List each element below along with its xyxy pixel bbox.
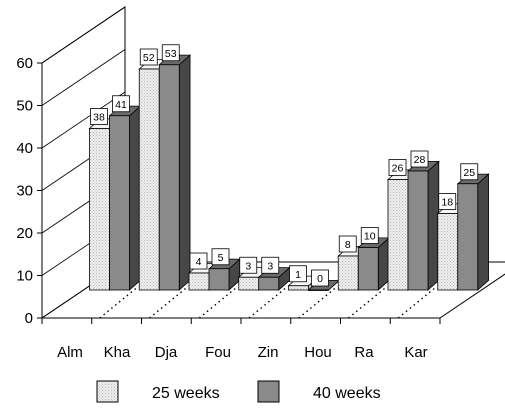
- data-label: 41: [115, 99, 127, 111]
- data-label: 1: [295, 269, 301, 281]
- y-gridline-side: [41, 49, 126, 106]
- data-label-box: [438, 193, 457, 210]
- data-label-box: [239, 256, 258, 274]
- data-label-box: [338, 235, 357, 253]
- bar-side: [129, 105, 141, 291]
- legend-item: 25 weeks: [96, 380, 220, 403]
- x-tick-label: Dja: [155, 344, 178, 361]
- legend-label: 40 weeks: [313, 385, 381, 402]
- floor-divider: [348, 286, 387, 319]
- bar-front: [337, 255, 359, 291]
- x-tick-label: Kha: [104, 344, 131, 361]
- x-axis: Alm Kha Dja Fou Zin Hou Ra Kar: [41, 318, 441, 361]
- bar-front: [89, 128, 110, 291]
- data-label-box: [90, 108, 108, 125]
- data-label-box: [311, 269, 329, 287]
- bar-front: [457, 183, 479, 291]
- bar-front: [357, 247, 379, 291]
- data-label: 52: [143, 52, 155, 64]
- y-tick-label: 40: [16, 140, 33, 157]
- x-tick-label: Fou: [205, 344, 231, 361]
- bar-series2: 3: [257, 256, 291, 291]
- x-tick-label: Ra: [354, 344, 374, 361]
- data-label-box: [410, 150, 429, 168]
- legend: 25 weeks 40 weeks: [96, 380, 381, 403]
- y-tick-label: 10: [16, 268, 33, 285]
- data-label-box: [161, 44, 180, 62]
- y-gridline-side: [41, 6, 126, 64]
- floor-divider: [397, 286, 437, 319]
- bar-side: [178, 54, 191, 291]
- bar-front: [437, 213, 459, 291]
- floor-divider: [298, 286, 337, 319]
- x-tick-label: Alm: [57, 344, 83, 361]
- bar-front: [288, 285, 309, 291]
- legend-item: 40 weeks: [257, 380, 381, 403]
- y-tick-label: 30: [16, 183, 33, 200]
- y-axis: 0 10 20 30 40 50 60: [16, 6, 126, 327]
- bar-series2: 25: [456, 163, 490, 291]
- bar-front: [138, 68, 160, 291]
- data-label-box: [189, 252, 208, 270]
- data-label: 0: [317, 273, 323, 285]
- bar-front: [188, 272, 210, 291]
- bar-series2: 28: [406, 150, 440, 291]
- data-label-box: [388, 159, 407, 176]
- data-label-box: [211, 248, 230, 266]
- bar-front: [109, 115, 130, 291]
- data-label-box: [460, 163, 479, 181]
- bar-front: [308, 289, 329, 291]
- bar-front: [258, 276, 280, 291]
- x-tick-label: Kar: [404, 344, 427, 361]
- data-label: 26: [392, 163, 404, 175]
- data-label-box: [139, 48, 158, 66]
- floor-divider: [198, 286, 238, 319]
- data-label: 53: [165, 48, 177, 60]
- bar-front: [407, 170, 429, 291]
- data-label: 18: [441, 197, 453, 209]
- data-label: 5: [218, 252, 224, 264]
- y-tick-label: 60: [16, 55, 33, 72]
- data-label: 8: [345, 239, 351, 251]
- floor-divider: [99, 286, 138, 319]
- data-label: 3: [245, 260, 251, 272]
- x-tick-label: Zin: [258, 344, 279, 361]
- legend-swatch: [257, 380, 280, 403]
- floor-divider: [149, 286, 188, 319]
- y-tick-label: 50: [16, 98, 33, 115]
- x-tick-label: Hou: [304, 344, 332, 361]
- data-label: 28: [414, 154, 426, 166]
- bar-side: [477, 173, 489, 291]
- bar-front: [158, 64, 180, 291]
- bar-series1: 8: [337, 235, 371, 291]
- legend-swatch: [96, 380, 119, 403]
- bar-front: [208, 268, 230, 291]
- bar-series2: 41: [108, 95, 142, 291]
- data-label-box: [112, 95, 130, 113]
- bar-series2: 0: [307, 269, 341, 291]
- data-label: 3: [267, 260, 273, 272]
- bar-series2: 53: [158, 44, 192, 291]
- bar-series2: 5: [207, 248, 241, 291]
- data-label-box: [261, 256, 280, 274]
- bar-front: [238, 276, 260, 291]
- y-gridline-side: [41, 91, 126, 149]
- floor-divider: [248, 286, 288, 319]
- bar-front: [387, 179, 409, 291]
- data-label: 10: [364, 231, 376, 243]
- data-label-box: [360, 227, 379, 244]
- y-tick-label: 0: [25, 310, 33, 327]
- y-tick-label: 20: [16, 225, 33, 242]
- bar-side: [427, 160, 440, 291]
- data-label: 4: [196, 256, 202, 268]
- data-label: 25: [463, 167, 475, 179]
- bar-series2: 10: [357, 227, 391, 291]
- legend-label: 25 weeks: [152, 385, 220, 402]
- data-label-box: [289, 265, 307, 283]
- data-label: 38: [93, 112, 105, 124]
